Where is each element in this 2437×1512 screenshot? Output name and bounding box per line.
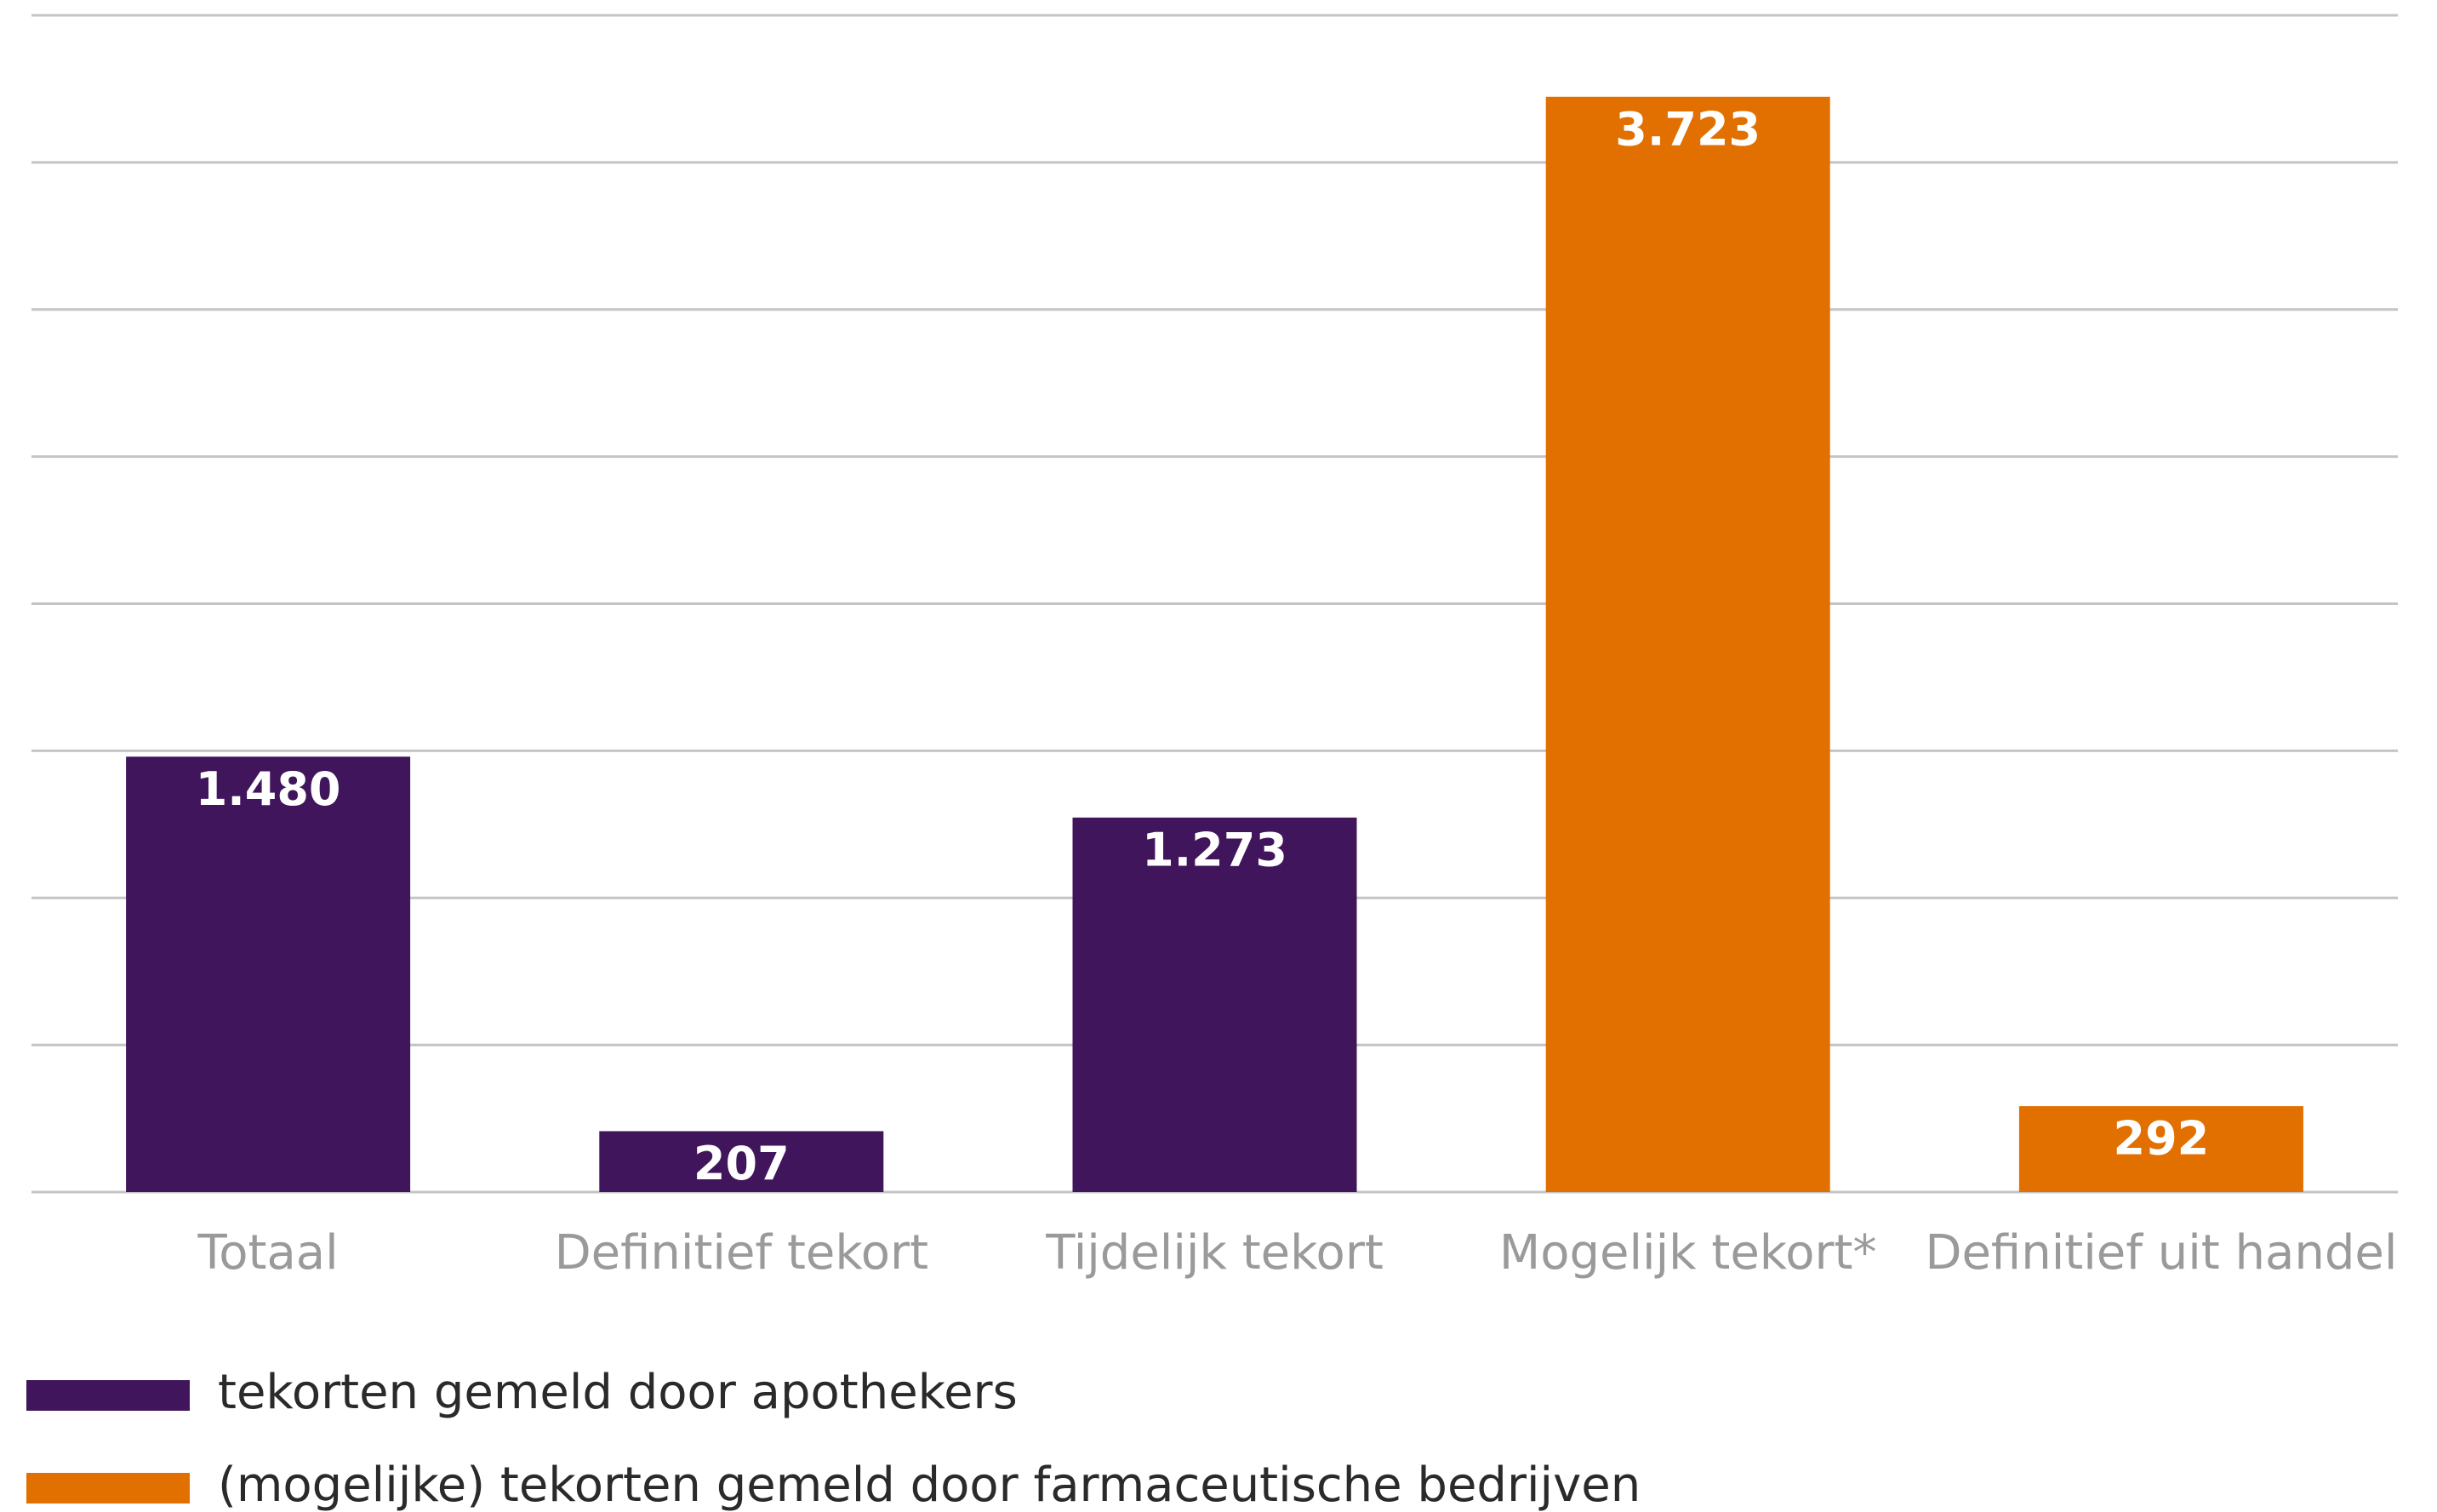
x-tick-label: Mogelijk tekort* bbox=[1499, 1225, 1877, 1281]
data-label: 207 bbox=[693, 1137, 790, 1190]
data-label: 3.723 bbox=[1615, 102, 1761, 156]
x-tick-label: Tijdelijk tekort bbox=[1045, 1225, 1384, 1281]
data-label: 292 bbox=[2114, 1112, 2210, 1166]
x-tick-label: Definitief uit handel bbox=[1925, 1225, 2397, 1281]
bar bbox=[1072, 817, 1357, 1192]
data-label: 1.273 bbox=[1142, 824, 1287, 877]
bar bbox=[2018, 1106, 2303, 1192]
legend-swatch bbox=[26, 1473, 190, 1503]
legend-label: tekorten gemeld door apothekers bbox=[218, 1365, 1018, 1420]
x-tick-label: Definitief tekort bbox=[555, 1225, 928, 1281]
data-label: 1.480 bbox=[196, 762, 341, 816]
bar bbox=[599, 1131, 884, 1192]
legend-swatch bbox=[26, 1380, 190, 1411]
legend-label: (mogelijke) tekorten gemeld door farmace… bbox=[218, 1458, 1641, 1512]
x-tick-label: Totaal bbox=[197, 1225, 339, 1281]
bar bbox=[126, 756, 411, 1192]
bar bbox=[1545, 96, 1830, 1193]
